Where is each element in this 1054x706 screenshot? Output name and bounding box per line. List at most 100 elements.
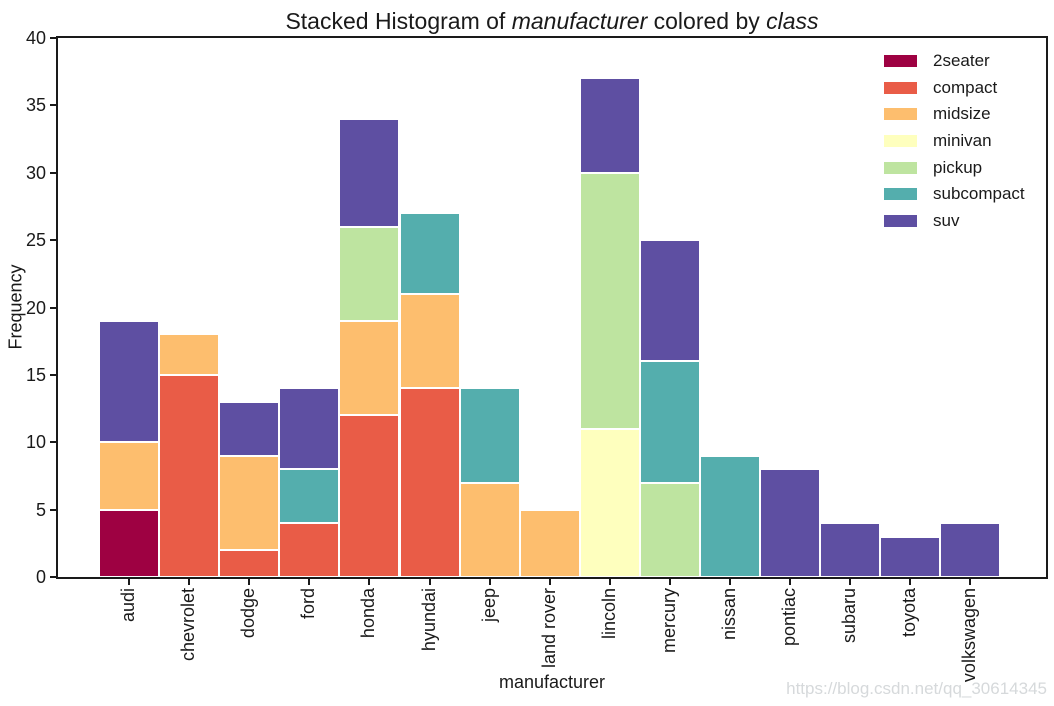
bar-segment-hyundai-subcompact (399, 213, 460, 295)
x-tick-label-volkswagen: volkswagen (959, 588, 980, 683)
x-tick-mark (188, 579, 191, 585)
chart-title: Stacked Histogram of manufacturer colore… (56, 8, 1048, 35)
y-tick-mark (50, 576, 56, 578)
y-tick-mark (50, 373, 56, 376)
bar-segment-pontiac-suv (760, 469, 821, 577)
legend-swatch-midsize (884, 108, 917, 121)
y-tick-label: 35 (25, 95, 46, 116)
x-tick-mark (548, 579, 551, 585)
bar-segment-honda-pickup (339, 226, 400, 321)
legend-label-subcompact: subcompact (933, 184, 1025, 204)
bar-segment-chevrolet-compact (159, 374, 220, 577)
y-tick-label: 10 (25, 432, 46, 453)
x-axis-label: manufacturer (498, 672, 606, 692)
legend-row-midsize: midsize (884, 101, 1025, 128)
legend-label-suv: suv (933, 210, 960, 230)
x-tick-label-ford: ford (298, 588, 319, 620)
legend-row-pickup: pickup (884, 154, 1025, 181)
bar-segment-honda-midsize (339, 321, 400, 416)
y-tick-label: 15 (25, 364, 46, 385)
x-tick-label-dodge: dodge (238, 588, 259, 639)
x-tick-label-subaru: subaru (839, 588, 860, 644)
bar-segment-mercury-subcompact (639, 361, 700, 483)
legend: 2seater compact midsize minivan pickup subcom… (884, 48, 1025, 234)
legend-swatch-compact (884, 81, 917, 94)
plot-area (56, 36, 1048, 579)
x-tick-mark (248, 579, 251, 585)
legend-swatch-suv (884, 214, 917, 227)
y-tick-label: 5 (35, 499, 46, 520)
bar-segment-ford-suv (279, 388, 340, 470)
x-tick-label-land-rover: land rover (538, 588, 559, 669)
bar-segment-hyundai-compact (399, 388, 460, 577)
y-tick-label: 25 (25, 230, 46, 251)
chart-title-part: colored by (647, 8, 767, 34)
x-tick-mark (308, 579, 311, 585)
x-tick-mark (128, 579, 131, 585)
x-tick-mark (849, 579, 852, 585)
legend-row-compact: compact (884, 75, 1025, 102)
legend-swatch-subcompact (884, 188, 917, 201)
y-tick-label: 30 (25, 162, 46, 183)
bar-segment-ford-subcompact (279, 469, 340, 524)
chart-title-part: Stacked Histogram of (285, 8, 512, 34)
bar-segment-hyundai-midsize (399, 294, 460, 389)
bar-segment-lincoln-pickup (579, 172, 640, 429)
y-tick-mark (50, 37, 56, 39)
bar-segment-land-rover-midsize (519, 509, 580, 577)
legend-swatch-minivan (884, 135, 917, 148)
y-tick-mark (50, 239, 56, 242)
bar-segment-dodge-compact (219, 550, 280, 577)
x-tick-label-mercury: mercury (658, 588, 679, 654)
y-tick-label: 0 (35, 567, 46, 587)
chart-title-part: class (766, 8, 819, 34)
x-tick-mark (428, 579, 431, 585)
x-tick-mark (488, 579, 491, 585)
bar-segment-dodge-midsize (219, 455, 280, 551)
x-tick-mark (789, 579, 792, 585)
legend-label-pickup: pickup (933, 157, 983, 177)
legend-row-minivan: minivan (884, 128, 1025, 155)
bar-segment-jeep-midsize (459, 482, 520, 577)
x-tick-label-lincoln: lincoln (598, 588, 619, 640)
bar-segment-toyota-suv (880, 536, 941, 577)
chart-title-part: manufacturer (511, 8, 648, 34)
legend-row-suv: suv (884, 208, 1025, 235)
x-tick-mark (909, 579, 912, 585)
bar-segment-jeep-subcompact (459, 388, 520, 483)
x-tick-mark (668, 579, 671, 585)
legend-row-2seater: 2seater (884, 48, 1025, 75)
watermark: https://blog.csdn.net/qq_30614345 (786, 679, 1047, 698)
legend-row-subcompact: subcompact (884, 181, 1025, 208)
y-tick-mark (50, 171, 56, 174)
legend-label-compact: compact (933, 77, 998, 97)
legend-label-minivan: minivan (933, 131, 992, 151)
y-tick-label: 20 (25, 297, 46, 318)
bar-segment-lincoln-minivan (579, 428, 640, 577)
y-tick-label: 40 (25, 28, 46, 48)
bar-segment-honda-compact (339, 415, 400, 577)
bar-segment-audi-midsize (99, 442, 160, 510)
x-tick-mark (608, 579, 611, 585)
bar-segment-audi-2seater (99, 509, 160, 577)
x-tick-mark (368, 579, 371, 585)
x-tick-label-chevrolet: chevrolet (178, 588, 199, 662)
bar-segment-honda-suv (339, 118, 400, 227)
x-tick-label-audi: audi (118, 588, 139, 623)
bar-segment-ford-compact (279, 523, 340, 577)
x-tick-label-honda: honda (358, 588, 379, 639)
legend-swatch-pickup (884, 161, 917, 174)
x-tick-label-pontiac: pontiac (779, 588, 800, 647)
bar-segment-volkswagen-suv (940, 523, 1001, 577)
y-tick-mark (50, 441, 56, 444)
bar-segment-chevrolet-midsize (159, 334, 220, 375)
x-tick-label-jeep: jeep (478, 588, 499, 623)
x-tick-mark (729, 579, 732, 585)
legend-swatch-2seater (884, 55, 917, 68)
bar-segment-lincoln-suv (579, 78, 640, 173)
bar-segment-audi-suv (99, 320, 160, 443)
y-tick-mark (50, 306, 56, 309)
legend-label-midsize: midsize (933, 104, 991, 124)
bar-segment-mercury-suv (639, 240, 700, 362)
